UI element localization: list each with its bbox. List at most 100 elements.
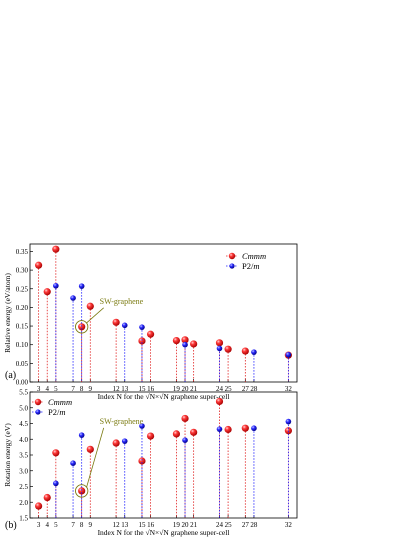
x-tick-label: 19: [173, 385, 181, 393]
y-tick-label: 2.0: [19, 499, 28, 507]
p2m-point: [182, 437, 188, 443]
p2m-point: [121, 322, 128, 329]
sw-graphene-highlight: [75, 320, 89, 334]
plot-frame: [29, 391, 298, 519]
y-tick-label: 5.0: [19, 404, 28, 412]
x-tick-label: 32: [285, 385, 293, 393]
y-tick-label: 3.5: [19, 452, 28, 460]
cmmm-point: [78, 323, 86, 331]
cmmm-point: [172, 430, 181, 438]
panel-label: (b): [5, 520, 17, 531]
x-tick-label: 20: [182, 521, 190, 529]
y-tick-label: 5.5: [19, 389, 28, 397]
p2m-point: [251, 425, 257, 432]
cmmm-point: [112, 439, 120, 447]
cmmm-point: [43, 493, 51, 502]
x-tick-label: 16: [147, 385, 155, 393]
x-tick-label: 8: [80, 521, 84, 529]
p2m-point: [78, 432, 85, 438]
p2m-point: [139, 324, 145, 330]
p2m-point: [121, 438, 128, 444]
x-axis-label: Index N for the √N×√N graphene super-cel…: [98, 392, 230, 401]
x-tick-label: 24: [216, 521, 224, 529]
cmmm-point: [86, 445, 94, 453]
x-tick-label: 25: [225, 385, 233, 393]
y-tick-label: 0.15: [16, 323, 29, 331]
annotation-label: SW-graphene: [100, 297, 144, 306]
cmmm-point: [43, 288, 51, 296]
cmmm-point: [224, 345, 232, 353]
y-tick-label: 0.20: [16, 304, 29, 312]
y-tick-label: 0.25: [16, 285, 29, 293]
p2m-point: [251, 349, 257, 355]
panel-a: 0.00 0.05 0.10 0.15 0.20 0.25 0.30 0.35 3 4 5 7 8 9 12…: [3, 243, 298, 401]
x-tick-label: 5: [54, 521, 58, 529]
legend-label: P2/m: [242, 261, 259, 271]
x-tick-label: 27: [242, 385, 250, 393]
x-tick-label: 9: [89, 385, 93, 393]
legend-marker-p2m: [35, 409, 41, 415]
p2m-point: [70, 295, 76, 301]
y-axis-label: Rotation energy (eV): [3, 423, 12, 487]
p2m-point: [70, 460, 76, 466]
p2m-point: [216, 426, 223, 432]
cmmm-point: [241, 424, 249, 432]
x-tick-label: 15: [138, 521, 146, 529]
cmmm-point: [138, 337, 146, 345]
p2m-point: [53, 282, 59, 289]
cmmm-point: [190, 340, 198, 348]
x-tick-label: 5: [54, 385, 58, 393]
plot-frame: [29, 243, 298, 383]
annotation-leader: [86, 427, 105, 488]
cmmm-point: [181, 414, 189, 423]
y-tick-label: 1.5: [19, 515, 28, 523]
x-tick-label: 8: [80, 385, 84, 393]
x-tick-label: 3: [37, 385, 41, 393]
cmmm-point: [52, 245, 60, 253]
p2m-point: [78, 283, 85, 289]
y-tick-label: 3.0: [19, 467, 28, 475]
y-tick-label: 0.35: [16, 248, 29, 256]
y-tick-label: 0.30: [16, 267, 29, 275]
cmmm-point: [215, 339, 224, 347]
cmmm-point: [190, 428, 198, 436]
cmmm-point: [172, 337, 181, 345]
x-tick-label: 4: [45, 385, 49, 393]
sw-graphene-highlight: [75, 484, 89, 498]
x-tick-label: 15: [138, 385, 146, 393]
cmmm-point: [146, 432, 155, 440]
x-tick-label: 3: [37, 521, 41, 529]
y-tick-label: 4.5: [19, 420, 28, 428]
legend-marker-cmmm: [34, 398, 42, 406]
p2m-point: [285, 351, 292, 358]
cmmm-point: [138, 457, 146, 465]
cmmm-point: [35, 261, 43, 269]
p2m-point: [139, 423, 145, 429]
annotation-label: SW-graphene: [100, 417, 144, 426]
legend-label: P2/m: [48, 407, 65, 417]
cmmm-point: [146, 330, 155, 338]
y-tick-label: 4.0: [19, 436, 28, 444]
cmmm-point: [224, 425, 232, 434]
x-tick-label: 9: [89, 521, 93, 529]
x-tick-label: 21: [190, 385, 198, 393]
y-tick-label: 0.00: [16, 379, 29, 387]
x-tick-label: 12: [113, 385, 121, 393]
x-tick-label: 7: [71, 385, 75, 393]
legend-marker-p2m: [229, 263, 235, 269]
x-tick-label: 21: [190, 521, 198, 529]
x-tick-label: 27: [242, 521, 250, 529]
cmmm-point: [241, 347, 249, 355]
x-tick-label: 4: [45, 521, 49, 529]
cmmm-point: [78, 487, 86, 495]
legend-marker-cmmm: [228, 252, 236, 260]
annotation-leader: [86, 307, 104, 324]
x-tick-label: 20: [182, 385, 190, 393]
x-tick-label: 19: [173, 521, 181, 529]
x-tick-label: 12: [113, 521, 121, 529]
cmmm-point: [215, 397, 224, 406]
x-tick-label: 13: [121, 385, 129, 393]
cmmm-point: [52, 449, 60, 457]
y-tick-label: 0.05: [16, 360, 29, 368]
